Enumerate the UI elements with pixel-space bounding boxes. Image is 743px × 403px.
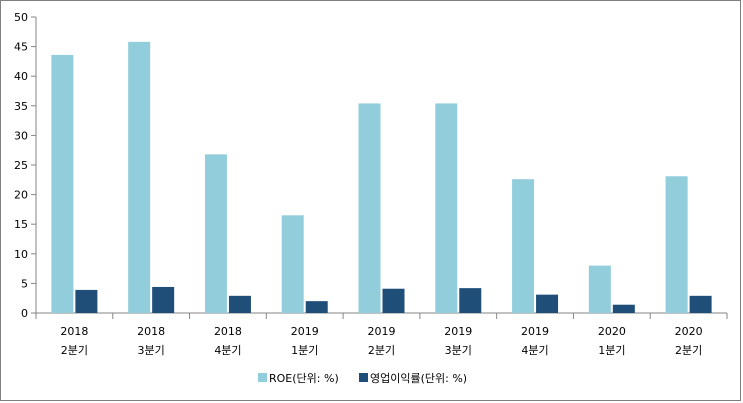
x-category-year-label: 2019 <box>521 325 549 338</box>
y-tick-label: 10 <box>14 248 28 261</box>
bar-roe <box>51 54 74 313</box>
x-category-quarter-label: 1분기 <box>291 344 318 357</box>
y-tick-label: 15 <box>14 218 28 231</box>
bar-operating-margin <box>612 304 635 313</box>
bar-operating-margin <box>382 288 405 313</box>
y-tick-label: 40 <box>14 70 28 83</box>
bar-operating-margin <box>689 295 712 313</box>
bar-operating-margin <box>152 286 175 313</box>
bar-roe <box>204 154 227 313</box>
legend-layer: ROE(단위: %) 영업이익률(단위: %) <box>258 372 467 385</box>
bar-roe <box>128 41 151 313</box>
legend-label: ROE(단위: %) <box>269 372 339 385</box>
y-tick-label: 45 <box>14 41 28 54</box>
bar-operating-margin <box>459 288 482 313</box>
y-tick-label: 50 <box>14 11 28 24</box>
labels-layer: 0 5 10 15 20 25 30 35 40 45 50 2018 2분기 2018 3분기 2018 4분… <box>14 11 703 357</box>
x-category-year-label: 2018 <box>137 325 165 338</box>
bar-roe <box>281 215 304 313</box>
x-category-year-label: 2019 <box>291 325 319 338</box>
x-category-year-label: 2020 <box>598 325 626 338</box>
legend-swatch <box>359 373 368 382</box>
bar-operating-margin <box>228 295 251 313</box>
y-tick-label: 5 <box>21 277 28 290</box>
bar-roe <box>358 103 381 313</box>
y-tick-label: 0 <box>21 307 28 320</box>
bar-operating-margin <box>75 289 98 313</box>
y-tick-label: 25 <box>14 159 28 172</box>
x-category-quarter-label: 3분기 <box>138 344 165 357</box>
bar-roe <box>665 176 688 313</box>
bars-layer <box>51 41 712 313</box>
y-tick-label: 35 <box>14 100 28 113</box>
x-category-quarter-label: 3분기 <box>445 344 472 357</box>
legend-swatch <box>258 373 267 382</box>
x-category-quarter-label: 4분기 <box>521 344 548 357</box>
x-category-quarter-label: 2분기 <box>675 344 702 357</box>
bar-roe <box>588 265 611 313</box>
y-tick-label: 30 <box>14 129 28 142</box>
legend-label: 영업이익률(단위: %) <box>370 372 467 385</box>
x-category-quarter-label: 2분기 <box>368 344 395 357</box>
axes-layer <box>31 16 728 319</box>
bar-roe <box>512 179 535 313</box>
x-category-quarter-label: 2분기 <box>61 344 88 357</box>
y-tick-label: 20 <box>14 189 28 202</box>
x-category-year-label: 2018 <box>214 325 242 338</box>
x-category-year-label: 2018 <box>60 325 88 338</box>
x-category-quarter-label: 4분기 <box>214 344 241 357</box>
x-category-year-label: 2019 <box>368 325 396 338</box>
x-category-year-label: 2019 <box>444 325 472 338</box>
x-category-year-label: 2020 <box>675 325 703 338</box>
bar-operating-margin <box>305 301 328 313</box>
bar-roe <box>435 103 458 313</box>
x-category-quarter-label: 1분기 <box>598 344 625 357</box>
bar-operating-margin <box>536 294 559 313</box>
